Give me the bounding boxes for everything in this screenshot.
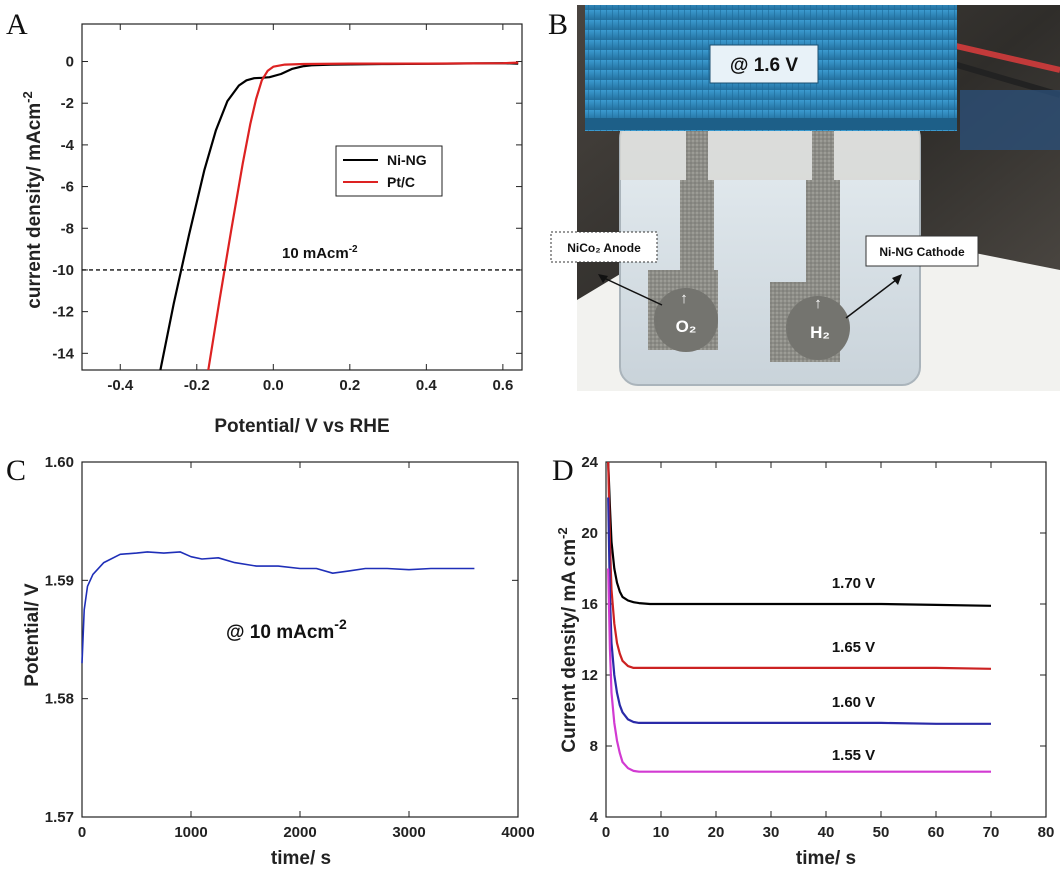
chart-c-series-line-0 xyxy=(81,551,475,664)
chart-d-y-axis-label: Current density/ mA cm-2 xyxy=(555,527,580,752)
chart-a-x-axis-label: Potential/ V vs RHE xyxy=(214,416,389,437)
anode-electrode xyxy=(648,130,718,352)
chart-d-series-line-1-65-v xyxy=(607,461,992,670)
chart-a-y-tick-label: -8 xyxy=(61,220,74,237)
chart-c-x-tick-label: 2000 xyxy=(283,824,316,841)
chart-a-y-tick-label: -6 xyxy=(61,179,74,196)
chart-d-y-tick-label: 8 xyxy=(590,738,598,755)
panel-letter-c: C xyxy=(6,454,26,487)
chart-a-y-tick-label: 0 xyxy=(66,54,74,71)
chart-d-x-tick-label: 30 xyxy=(763,824,780,841)
chart-d-x-tick-label: 70 xyxy=(983,824,1000,841)
chart-a-x-tick-label: 0.4 xyxy=(416,377,438,394)
chart-a-x-tick-label: 0.0 xyxy=(263,377,284,394)
cathode-label-box xyxy=(865,235,979,267)
chart-a-series-line-pt-c xyxy=(207,61,519,371)
voltage-label-box xyxy=(709,44,819,84)
chart-d-series-label: 1.60 V xyxy=(832,694,875,711)
reference-line-label: 10 mAcm-2 xyxy=(282,244,358,262)
chart-a-series-line-ni-ng xyxy=(159,62,519,371)
cathode-gas-arrow-icon: ↑ xyxy=(814,295,822,312)
cathode-electrode xyxy=(770,130,850,362)
panel-c: C 0 1000 2000 3000 4000 1.57 1.58 1.59 1.60 @ 10… xyxy=(6,454,535,869)
chart-d-x-tick-label: 10 xyxy=(653,824,670,841)
chart-d-series-label: 1.65 V xyxy=(832,639,875,656)
chart-a-y-tick-label: -4 xyxy=(61,137,75,154)
legend-box xyxy=(335,145,443,197)
cathode-gas-label: H₂ xyxy=(810,323,830,342)
cathode-label: Ni-NG Cathode xyxy=(879,245,965,259)
chart-d-series-label: 1.70 V xyxy=(832,575,875,592)
chart-a-y-tick-label: -14 xyxy=(52,345,74,362)
chart-d-x-tick-label: 50 xyxy=(873,824,890,841)
legend-label-ni-ng: Ni-NG xyxy=(387,152,427,168)
chart-d-x-tick-label: 60 xyxy=(928,824,945,841)
chart-c-x-tick-label: 3000 xyxy=(392,824,425,841)
chart-d-x-tick-label: 20 xyxy=(708,824,725,841)
legend-label-pt-c: Pt/C xyxy=(387,174,415,190)
chart-c-y-tick-label: 1.57 xyxy=(45,809,74,826)
chart-c-y-tick-label: 1.60 xyxy=(45,454,74,471)
chart-a-x-tick-label: -0.2 xyxy=(184,377,210,394)
chart-c-x-axis-label: time/ s xyxy=(271,848,331,869)
chart-c-x-tick-label: 4000 xyxy=(501,824,534,841)
chart-c-annotation: @ 10 mAcm-2 xyxy=(226,616,347,643)
chart-c-y-axis-label: Potential/ V xyxy=(22,583,43,687)
cathode-pointer-arrow-icon xyxy=(845,279,897,319)
voltage-label: @ 1.6 V xyxy=(730,55,798,76)
chart-a-y-tick-label: -10 xyxy=(52,262,74,279)
chart-c-x-tick-label: 0 xyxy=(78,824,86,841)
chart-d-y-tick-label: 24 xyxy=(581,454,598,471)
chart-d-y-tick-label: 4 xyxy=(590,809,599,826)
chart-c-y-tick-label: 1.58 xyxy=(45,691,74,708)
anode-gas-label: O₂ xyxy=(676,317,697,336)
chart-d-x-tick-label: 40 xyxy=(818,824,835,841)
chart-d-series-label: 1.55 V xyxy=(832,747,875,764)
chart-d-x-tick-label: 0 xyxy=(602,824,610,841)
chart-a-x-tick-label: -0.4 xyxy=(107,377,134,394)
chart-a-y-axis-label: current density/ mAcm-2 xyxy=(20,91,45,308)
anode-pointer-arrow-icon xyxy=(603,277,663,306)
chart-d-y-tick-label: 20 xyxy=(581,525,598,542)
panel-a: A -0.4 -0.2 0.0 0.2 0.4 0.6 0 -2 -4 -6 -8 -10 -12 -14… xyxy=(6,8,523,437)
chart-d-series-line-1-70-v xyxy=(607,461,992,607)
chart-d-series-line-1-60-v xyxy=(607,497,991,725)
chart-d-x-tick-label: 80 xyxy=(1038,824,1055,841)
panel-letter-d: D xyxy=(552,454,574,487)
anode-label-box xyxy=(550,231,658,263)
chart-a-x-tick-label: 0.6 xyxy=(492,377,513,394)
chart-d-series-line-1-55-v xyxy=(607,568,991,773)
chart-a-x-tick-label: 0.2 xyxy=(339,377,360,394)
panel-d: D 0 10 20 30 40 50 60 70 80 4 8 12 16 20 24 1.70 V 1.65… xyxy=(552,454,1054,869)
panel-b-photo: B xyxy=(548,5,1060,391)
chart-d-x-axis-label: time/ s xyxy=(796,848,856,869)
chart-d-y-tick-label: 16 xyxy=(581,596,598,613)
chart-c-x-tick-label: 1000 xyxy=(174,824,207,841)
chart-d-frame xyxy=(605,461,1047,818)
chart-a-frame xyxy=(81,23,523,371)
chart-d-y-tick-label: 12 xyxy=(581,667,598,684)
chart-c-y-tick-label: 1.59 xyxy=(45,572,74,589)
anode-gas-arrow-icon: ↑ xyxy=(680,290,688,307)
chart-a-y-tick-label: -12 xyxy=(52,304,74,321)
chart-a-legend: Ni-NG Pt/C xyxy=(335,145,443,197)
panel-letter-a: A xyxy=(6,8,28,41)
panel-letter-b: B xyxy=(548,8,568,41)
anode-label: NiCo₂ Anode xyxy=(567,241,641,255)
chart-a-y-tick-label: -2 xyxy=(61,95,74,112)
